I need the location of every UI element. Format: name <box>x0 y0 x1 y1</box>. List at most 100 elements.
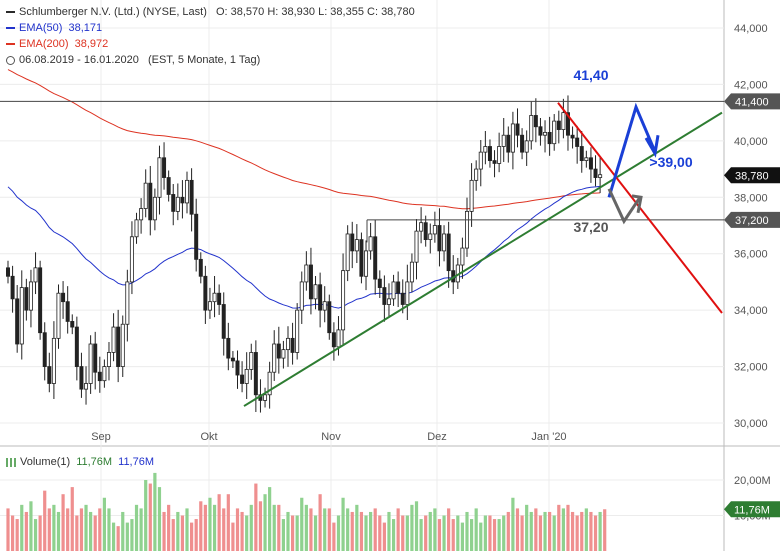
candle <box>42 322 47 381</box>
candle-body <box>97 371 102 382</box>
candle-body <box>235 360 240 376</box>
volume-bar <box>497 519 501 551</box>
candle <box>533 98 538 143</box>
candle <box>51 321 56 400</box>
candle <box>281 340 286 369</box>
price-marker-badge <box>724 93 780 110</box>
volume-bar <box>15 519 19 551</box>
volume-bar <box>167 504 171 551</box>
volume-bar <box>474 508 478 551</box>
candle <box>171 184 176 226</box>
volume-bar <box>304 504 308 551</box>
volume-bar <box>116 526 120 551</box>
candle-body <box>24 287 29 311</box>
candle <box>93 331 98 390</box>
price-tick-label: 44,000 <box>734 23 768 35</box>
candle-body <box>483 146 488 153</box>
candle <box>285 326 290 367</box>
candle-body <box>253 352 258 396</box>
candle-swatch <box>6 11 15 14</box>
instrument-legend: Schlumberger N.V. (Ltd.) (NYSE, Last) O:… <box>6 6 415 18</box>
volume-bar <box>38 515 42 551</box>
volume-bar <box>185 508 189 551</box>
instrument-name: Schlumberger N.V. (Ltd.) (NYSE, Last) <box>19 6 207 18</box>
volume-bar <box>341 497 345 551</box>
candle-body <box>327 301 332 334</box>
volume-bar <box>309 508 313 551</box>
volume-bar <box>419 519 423 551</box>
volume-bar <box>378 515 382 551</box>
volume-bar <box>10 515 15 551</box>
candle-body <box>290 337 295 353</box>
candle <box>575 125 580 164</box>
candle <box>538 118 543 146</box>
candle-body <box>400 292 405 305</box>
volume-bar <box>593 515 598 551</box>
candle-body <box>474 168 479 181</box>
price-tick-label: 42,000 <box>734 79 768 91</box>
candle-body <box>185 179 190 204</box>
candle <box>28 269 33 328</box>
candle <box>253 340 258 412</box>
price-tick-label: 40,000 <box>734 136 768 148</box>
volume-bar <box>424 515 428 551</box>
volume-bar <box>460 522 465 551</box>
candle-body <box>84 383 89 390</box>
candle <box>129 221 134 295</box>
candle <box>24 278 29 321</box>
volume-bar <box>295 515 299 551</box>
volume-bar <box>410 504 414 551</box>
candle-body <box>487 146 492 162</box>
clock-icon <box>6 55 15 65</box>
ema200-line-group <box>7 69 601 210</box>
candle-body <box>520 134 525 153</box>
candle-body <box>61 292 66 303</box>
candle-body <box>139 208 144 221</box>
candle <box>10 265 15 313</box>
candle <box>529 101 534 150</box>
volume-bar <box>479 522 483 551</box>
volume-bar <box>286 511 290 551</box>
candle <box>345 225 350 282</box>
candle <box>419 207 424 244</box>
volume-bar <box>125 522 129 551</box>
candle-body <box>19 287 24 345</box>
volume-bar <box>98 508 102 551</box>
candle-body <box>88 343 93 384</box>
candle <box>593 155 598 187</box>
volume-bar <box>332 522 336 551</box>
candle-body <box>584 157 589 162</box>
volume-bar <box>575 515 579 551</box>
candle <box>15 285 20 353</box>
ema50-line <box>7 185 601 309</box>
candle <box>510 111 515 170</box>
volume-bar <box>79 508 84 551</box>
candle <box>588 147 593 183</box>
ema200-label: EMA(200) <box>19 38 69 50</box>
volume-bar <box>194 519 198 551</box>
candle <box>469 163 474 227</box>
price-tick-label: 38,000 <box>734 192 768 204</box>
volume-bar <box>249 504 253 551</box>
candle-body <box>157 157 162 198</box>
candle <box>19 270 24 360</box>
volume-bar <box>447 508 451 551</box>
candle <box>152 188 157 231</box>
volume-bar <box>373 508 377 551</box>
candle <box>157 145 162 215</box>
volume-bar <box>162 511 166 551</box>
price-marker-badge <box>724 211 780 228</box>
candle-body <box>244 368 249 384</box>
candle <box>65 286 70 334</box>
candle-body <box>171 194 176 212</box>
ohlc-values: O: 38,570 H: 38,930 L: 38,355 C: 38,780 <box>215 6 415 18</box>
candle-body <box>180 196 185 204</box>
ema50-legend: EMA(50) 38,171 <box>6 22 102 34</box>
volume-last-label: 11,76M <box>734 504 770 516</box>
candle <box>88 335 93 394</box>
volume-bar <box>538 515 543 551</box>
candle <box>175 183 180 221</box>
volume-bar <box>492 519 497 551</box>
candle-body <box>350 233 355 252</box>
